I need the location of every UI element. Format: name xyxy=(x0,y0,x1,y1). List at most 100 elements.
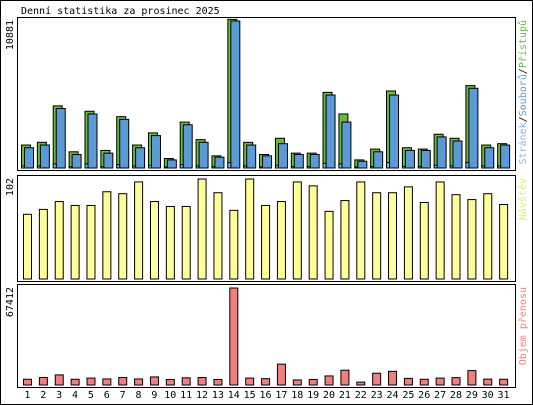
bar-pages-day-23 xyxy=(370,166,375,169)
day-label-21: 21 xyxy=(339,390,351,401)
bar-files-day-13 xyxy=(214,156,225,169)
bar-visits-day-4 xyxy=(70,204,80,280)
bar-bandwidth-day-12 xyxy=(197,377,207,386)
bar-files-day-25 xyxy=(404,149,415,169)
bar-bandwidth-day-5 xyxy=(86,377,96,386)
bar-bandwidth-day-25 xyxy=(403,377,413,386)
max-value-label-visits: 102 xyxy=(5,178,16,196)
bar-visits-day-17 xyxy=(276,201,286,280)
bar-pages-day-16 xyxy=(259,166,264,169)
day-label-6: 6 xyxy=(104,390,110,401)
bar-pages-day-15 xyxy=(243,165,248,169)
bar-visits-day-19 xyxy=(308,185,318,280)
bar-files-day-19 xyxy=(309,153,320,169)
day-label-7: 7 xyxy=(120,390,126,401)
day-label-4: 4 xyxy=(72,390,78,401)
bar-bandwidth-day-20 xyxy=(324,375,334,386)
bar-files-day-9 xyxy=(150,135,161,169)
bar-visits-day-8 xyxy=(134,181,144,280)
bar-files-day-28 xyxy=(452,140,463,169)
legend-separator: / xyxy=(518,116,529,122)
bar-visits-day-29 xyxy=(467,199,477,280)
bar-bandwidth-day-6 xyxy=(102,378,112,386)
legend-bandwidth: Objem přenosu xyxy=(517,287,529,365)
day-label-27: 27 xyxy=(434,390,446,401)
panel-bandwidth: 67412 Objem přenosu xyxy=(5,284,529,388)
bar-pages-day-20 xyxy=(322,162,327,169)
legend-entry: Přístupů xyxy=(517,20,529,68)
bar-bandwidth-day-23 xyxy=(372,372,382,386)
bar-visits-day-1 xyxy=(23,213,32,280)
bar-visits-day-9 xyxy=(149,201,159,280)
bar-files-day-10 xyxy=(166,159,177,169)
bar-visits-day-7 xyxy=(118,193,128,280)
bar-bandwidth-day-18 xyxy=(292,379,302,386)
bar-bandwidth-day-14 xyxy=(229,287,239,386)
bar-bandwidth-day-3 xyxy=(54,374,64,386)
bar-pages-day-14 xyxy=(227,162,232,169)
legend-entry: Objem přenosu xyxy=(517,287,529,365)
bar-bandwidth-day-10 xyxy=(165,379,175,386)
day-label-16: 16 xyxy=(259,390,271,401)
bar-bandwidth-day-19 xyxy=(308,379,318,386)
bar-bandwidth-day-11 xyxy=(181,377,191,386)
bar-files-day-15 xyxy=(246,144,257,169)
bar-bandwidth-day-16 xyxy=(261,378,271,386)
bar-bandwidth-day-7 xyxy=(118,377,128,386)
day-label-14: 14 xyxy=(228,390,240,401)
bar-pages-day-5 xyxy=(84,163,89,169)
bar-bandwidth-day-22 xyxy=(356,381,366,386)
bar-files-day-21 xyxy=(341,121,352,169)
bar-files-day-18 xyxy=(293,153,304,169)
legend-entry: Souborů xyxy=(517,74,529,116)
bar-bandwidth-day-15 xyxy=(245,377,255,386)
bar-visits-day-12 xyxy=(197,178,207,280)
day-label-18: 18 xyxy=(291,390,303,401)
bar-visits-day-28 xyxy=(451,194,461,280)
day-label-19: 19 xyxy=(307,390,319,401)
day-label-28: 28 xyxy=(450,390,462,401)
bar-pages-day-7 xyxy=(116,164,121,169)
bar-pages-day-27 xyxy=(433,164,438,169)
day-label-15: 15 xyxy=(244,390,256,401)
day-label-13: 13 xyxy=(212,390,224,401)
bar-files-day-5 xyxy=(87,113,98,169)
bar-bandwidth-day-4 xyxy=(70,378,80,386)
bar-files-day-30 xyxy=(484,147,495,169)
bar-bandwidth-day-21 xyxy=(340,369,350,386)
bar-files-day-11 xyxy=(182,124,193,169)
bar-visits-day-21 xyxy=(340,200,350,280)
legend-separator: / xyxy=(518,68,529,74)
bar-pages-day-2 xyxy=(36,165,41,169)
day-label-12: 12 xyxy=(196,390,208,401)
bar-visits-day-20 xyxy=(324,210,334,280)
day-label-5: 5 xyxy=(88,390,94,401)
day-label-25: 25 xyxy=(402,390,414,401)
bar-visits-day-10 xyxy=(165,205,175,280)
legend-entry: Návštěv xyxy=(517,178,529,220)
bar-bandwidth-day-1 xyxy=(23,378,32,386)
panel-visits: 102 Návštěv xyxy=(5,175,529,282)
bar-visits-day-3 xyxy=(54,201,64,280)
bar-pages-day-12 xyxy=(195,165,200,169)
day-label-23: 23 xyxy=(371,390,383,401)
bar-visits-day-14 xyxy=(229,209,239,280)
max-value-label-traffic: 10881 xyxy=(5,20,16,50)
chart-title: Denní statistika za prosinec 2025 xyxy=(21,5,220,17)
bar-visits-day-6 xyxy=(102,191,112,280)
bar-pages-day-25 xyxy=(401,165,406,169)
bar-bandwidth-day-24 xyxy=(388,370,398,386)
bar-files-day-6 xyxy=(103,152,114,169)
bar-visits-day-30 xyxy=(483,193,493,280)
bar-files-day-16 xyxy=(262,155,273,169)
day-label-2: 2 xyxy=(40,390,46,401)
bar-files-day-29 xyxy=(468,87,479,169)
bar-visits-day-22 xyxy=(356,181,366,280)
day-label-20: 20 xyxy=(323,390,335,401)
bar-pages-day-4 xyxy=(68,166,73,169)
bar-visits-day-25 xyxy=(403,186,413,280)
bar-visits-day-26 xyxy=(419,202,429,280)
bar-visits-day-13 xyxy=(213,192,223,280)
bar-pages-day-8 xyxy=(132,165,137,169)
